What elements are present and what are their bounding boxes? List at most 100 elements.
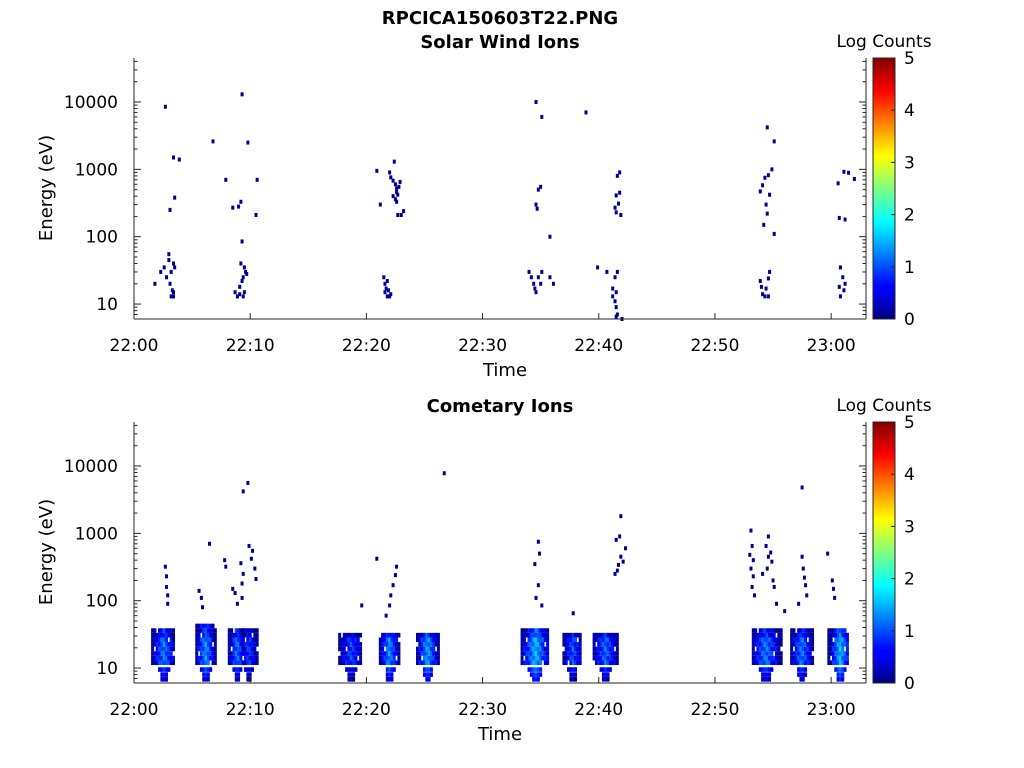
heatmap-cell (232, 651, 236, 656)
heatmap-cell (253, 632, 257, 638)
heatmap-cell (352, 655, 356, 661)
heatmap-cell (244, 651, 248, 656)
heatmap-cell (763, 175, 767, 180)
heatmap-cell (244, 660, 248, 666)
heatmap-cell (388, 667, 392, 672)
heatmap-cell (389, 175, 393, 180)
heatmap-cell (811, 628, 815, 633)
heatmap-cell (529, 655, 533, 661)
heatmap-cell (232, 655, 236, 661)
heatmap-cell (765, 637, 769, 643)
heatmap-cell (845, 655, 849, 661)
heatmap-cell (395, 632, 399, 638)
heatmap-cell (340, 637, 344, 643)
heatmap-cell (391, 583, 395, 588)
heatmap-cell (534, 642, 538, 647)
heatmap-cell (246, 646, 250, 652)
heatmap-cell (576, 655, 580, 661)
heatmap-cell (763, 667, 767, 672)
heatmap-cell (834, 660, 838, 666)
heatmap-cell (599, 667, 603, 672)
colorbar-label: Log Counts (836, 396, 931, 416)
heatmap-cell (599, 637, 603, 643)
heatmap-cell (827, 628, 831, 633)
colorbar-tick-label: 0 (904, 674, 915, 694)
heatmap-cell (794, 651, 798, 656)
heatmap-cell (611, 646, 615, 652)
heatmap-cell (246, 677, 250, 682)
heatmap-cell (601, 667, 605, 672)
heatmap-cell (211, 637, 215, 643)
heatmap-cell (765, 628, 769, 633)
heatmap-cell (539, 672, 543, 677)
heatmap-cell (765, 211, 769, 216)
x-tick-label: 22:30 (458, 336, 507, 356)
heatmap-cell (761, 642, 765, 647)
heatmap-cell (525, 651, 529, 656)
heatmap-cell (567, 667, 571, 672)
heatmap-cell (532, 655, 536, 661)
heatmap-cell (388, 294, 392, 299)
heatmap-cell (758, 667, 762, 672)
heatmap-cell (378, 655, 382, 661)
heatmap-cell (237, 655, 241, 661)
heatmap-cell (534, 655, 538, 661)
heatmap-cell (230, 655, 234, 661)
heatmap-cell (836, 660, 840, 666)
heatmap-cell (606, 677, 610, 682)
heatmap-cell (195, 628, 199, 633)
heatmap-cell (766, 534, 770, 539)
heatmap-cell (529, 667, 533, 672)
heatmap-cell (162, 642, 166, 647)
heatmap-cell (160, 655, 164, 661)
heatmap-cell (248, 672, 252, 677)
heatmap-cell (797, 637, 801, 643)
heatmap-cell (841, 628, 845, 633)
heatmap-cell (766, 173, 770, 178)
heatmap-cell (775, 628, 779, 633)
heatmap-cell (436, 660, 440, 666)
x-tick-label: 22:50 (690, 700, 739, 720)
heatmap-cell (241, 651, 245, 656)
heatmap-cell (395, 637, 399, 643)
heatmap-cell (172, 646, 176, 652)
heatmap-cell (804, 672, 808, 677)
heatmap-cell (234, 637, 238, 643)
heatmap-cell (777, 628, 781, 633)
heatmap-cell (520, 632, 524, 638)
heatmap-cell (206, 637, 210, 643)
heatmap-cell (418, 655, 422, 661)
heatmap-cell (536, 660, 540, 666)
heatmap-cell (395, 199, 399, 204)
heatmap-cell (397, 646, 401, 652)
heatmap-cell (153, 642, 157, 647)
heatmap-cell (571, 611, 575, 616)
heatmap-cell (770, 655, 774, 661)
heatmap-cell (427, 667, 431, 672)
heatmap-cell (836, 628, 840, 633)
heatmap-cell (338, 646, 342, 652)
heatmap-cell (166, 593, 170, 598)
heatmap-cell (195, 646, 199, 652)
heatmap-cell (162, 265, 166, 270)
colorbar-tick-label: 2 (904, 206, 915, 226)
heatmap-cell (384, 613, 388, 618)
heatmap-cell (611, 655, 615, 661)
heatmap-cell (359, 651, 363, 656)
heatmap-cell (827, 632, 831, 638)
heatmap-cell (614, 537, 618, 542)
heatmap-cell (831, 586, 835, 591)
heatmap-cell (762, 222, 766, 227)
heatmap-cell (838, 651, 842, 656)
heatmap-cell (532, 672, 536, 677)
heatmap-cell (606, 642, 610, 647)
heatmap-cell (155, 632, 159, 638)
colorbar-tick-label: 2 (904, 570, 915, 590)
heatmap-cell (811, 642, 815, 647)
heatmap-cell (758, 189, 762, 194)
heatmap-cell (165, 655, 169, 661)
heatmap-cell (255, 637, 259, 643)
heatmap-cell (779, 655, 783, 661)
heatmap-cell (527, 637, 531, 643)
heatmap-cell (768, 628, 772, 633)
